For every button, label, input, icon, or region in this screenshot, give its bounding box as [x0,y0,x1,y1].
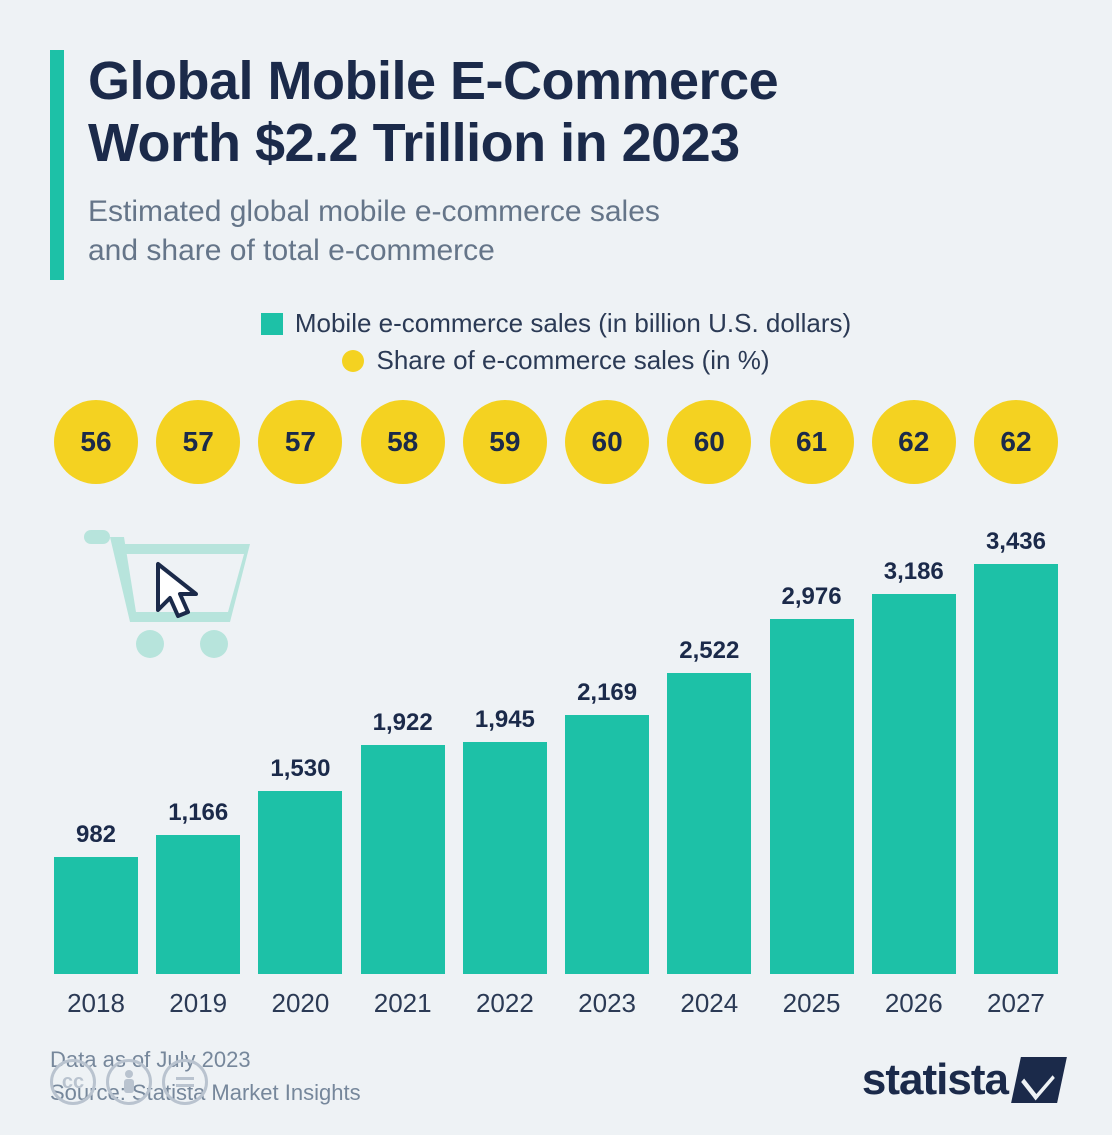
years-row: 2018 2019 2020 2021 2022 2023 2024 2025 2026 2027 [50,988,1062,1019]
bar [974,564,1058,974]
legend: Mobile e-commerce sales (in billion U.S.… [50,308,1062,376]
cc-icon: cc [50,1059,96,1105]
share-circle: 62 [872,400,956,484]
share-circle: 59 [463,400,547,484]
cc-nd-icon [162,1059,208,1105]
subtitle-line2: and share of total e-commerce [88,234,495,267]
year-label: 2025 [770,988,854,1019]
share-circle: 57 [156,400,240,484]
chart: 56575758596060616262 9821,1661,5301,9221… [50,400,1062,1019]
cc-license-icons: cc [50,1059,208,1105]
brand-mark-icon [1011,1057,1067,1103]
year-label: 2020 [258,988,342,1019]
bar-column: 982 [54,821,138,974]
bar [667,673,751,974]
bar-column: 2,169 [565,679,649,974]
bar [361,745,445,974]
bar-column: 1,922 [361,709,445,974]
bar [156,835,240,974]
legend-sales-label: Mobile e-commerce sales (in billion U.S.… [295,308,851,339]
bar-value-label: 1,166 [168,799,228,827]
legend-share: Share of e-commerce sales (in %) [342,345,769,376]
year-label: 2022 [463,988,547,1019]
year-label: 2019 [156,988,240,1019]
title-line2: Worth $2.2 Trillion in 2023 [88,113,740,173]
brand: statista [862,1055,1062,1105]
legend-share-swatch [342,350,364,372]
bar [463,742,547,974]
bar [770,619,854,974]
bar-column: 1,530 [258,755,342,974]
bar-value-label: 2,976 [782,583,842,611]
year-label: 2027 [974,988,1058,1019]
year-label: 2023 [565,988,649,1019]
share-circle: 61 [770,400,854,484]
legend-sales-swatch [261,313,283,335]
share-circle: 58 [361,400,445,484]
bar-column: 1,945 [463,706,547,974]
bars-row: 982 1,166 1,530 1,922 1,945 2,169 2,522 2,976 3,… [50,528,1062,974]
subtitle: Estimated global mobile e-commerce sales… [88,192,1062,270]
bar-value-label: 1,945 [475,706,535,734]
bar-column: 2,522 [667,637,751,974]
header: Global Mobile E-Commerce Worth $2.2 Tril… [50,50,1062,280]
bar-column: 1,166 [156,799,240,974]
bars-zone: 982 1,166 1,530 1,922 1,945 2,169 2,522 2,976 3,… [50,514,1062,974]
bar [54,857,138,974]
accent-bar [50,50,64,280]
bar-value-label: 2,522 [679,637,739,665]
bar [258,791,342,974]
bar [565,715,649,974]
brand-text: statista [862,1055,1008,1105]
bar-column: 3,436 [974,528,1058,974]
title: Global Mobile E-Commerce Worth $2.2 Tril… [88,50,1062,174]
share-circle: 62 [974,400,1058,484]
legend-sales: Mobile e-commerce sales (in billion U.S.… [261,308,851,339]
share-circle: 60 [565,400,649,484]
cc-by-icon [106,1059,152,1105]
bar-value-label: 3,186 [884,558,944,586]
bottom-row: cc statista [50,1055,1062,1105]
title-block: Global Mobile E-Commerce Worth $2.2 Tril… [88,50,1062,270]
title-line1: Global Mobile E-Commerce [88,51,778,111]
bar-value-label: 1,530 [270,755,330,783]
share-circle: 56 [54,400,138,484]
bar-value-label: 982 [76,821,116,849]
year-label: 2018 [54,988,138,1019]
year-label: 2024 [667,988,751,1019]
share-circle: 60 [667,400,751,484]
bar-value-label: 3,436 [986,528,1046,556]
bar-column: 3,186 [872,558,956,974]
bar-value-label: 2,169 [577,679,637,707]
share-circles-row: 56575758596060616262 [50,400,1062,484]
bar [872,594,956,974]
year-label: 2026 [872,988,956,1019]
bar-value-label: 1,922 [373,709,433,737]
year-label: 2021 [361,988,445,1019]
subtitle-line1: Estimated global mobile e-commerce sales [88,195,660,228]
bar-column: 2,976 [770,583,854,974]
share-circle: 57 [258,400,342,484]
legend-share-label: Share of e-commerce sales (in %) [376,345,769,376]
